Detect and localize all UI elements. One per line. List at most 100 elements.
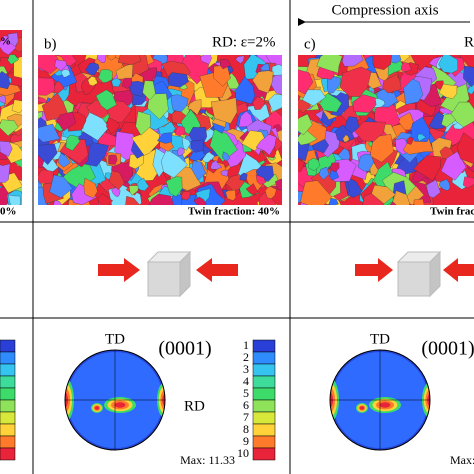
intensity-contour [359, 406, 365, 410]
colorbar-cell [0, 435, 16, 449]
grain [38, 123, 61, 143]
grain [252, 96, 266, 110]
grain [142, 80, 156, 101]
colorbar-label: 10 [237, 446, 249, 460]
grain [0, 94, 6, 105]
label-bg [40, 34, 62, 54]
grain [38, 77, 56, 96]
grain [111, 78, 122, 87]
grain [191, 160, 206, 181]
grain [96, 55, 107, 63]
grain [87, 76, 98, 87]
grain [220, 169, 229, 177]
grain [38, 55, 62, 74]
grain [125, 196, 140, 205]
grain [370, 134, 394, 163]
colorbar-label: 9 [243, 434, 249, 448]
grain [0, 119, 19, 137]
grain [170, 94, 189, 112]
grain [135, 177, 150, 191]
grain [135, 111, 151, 136]
grain [403, 78, 424, 105]
grain [7, 54, 20, 65]
grain [95, 89, 117, 111]
label-bg [460, 33, 474, 53]
colorbar-cell [252, 375, 276, 389]
rd-label: RD [184, 398, 205, 414]
grain [342, 134, 350, 143]
grain [316, 55, 343, 74]
colorbar-label: 5 [243, 386, 249, 400]
grain [417, 133, 427, 142]
colorbar-cell [252, 387, 276, 401]
grain [339, 66, 372, 97]
grain [431, 137, 453, 159]
grain [298, 69, 314, 95]
grain [210, 160, 223, 170]
colorbar-label: 3 [243, 362, 249, 376]
grain [268, 93, 282, 112]
grain [220, 59, 231, 70]
grain [433, 80, 445, 90]
grain [0, 140, 13, 157]
compression-sketch [98, 250, 474, 298]
grain [326, 76, 341, 94]
grain [456, 132, 474, 164]
colorbar-label: 4 [243, 374, 249, 388]
grain [398, 112, 414, 131]
td-label: TD [105, 331, 125, 347]
intensity-contour [160, 389, 165, 411]
colorbar-label: 1 [243, 338, 249, 352]
grain [449, 101, 474, 128]
grain [307, 157, 321, 172]
grain [298, 113, 313, 136]
grain [53, 200, 63, 205]
colorbar-label: 8 [243, 422, 249, 436]
grain [441, 113, 457, 128]
grain [413, 198, 425, 205]
label-bg [205, 33, 283, 53]
max-label: Max: 1 [450, 453, 474, 467]
grain [168, 72, 189, 88]
grain [438, 55, 458, 74]
grain [147, 93, 169, 120]
twin-fraction: Twin frac [430, 206, 474, 218]
label-bg [300, 34, 322, 54]
grain [463, 65, 474, 88]
grain [225, 189, 236, 201]
intensity-contour [114, 402, 126, 408]
grain [302, 89, 326, 107]
grain [440, 151, 467, 181]
grain [108, 154, 118, 165]
grain [245, 183, 259, 196]
grain [0, 163, 11, 183]
td-label: TD [370, 331, 390, 347]
grain [372, 55, 392, 70]
colorbar-label: 7 [243, 410, 249, 424]
twin-fraction: Twin fraction: 40% [188, 206, 280, 218]
grain [352, 94, 377, 113]
intensity-contour [379, 402, 391, 408]
grain [318, 166, 330, 181]
grain [439, 179, 451, 191]
colorbar-cell [252, 423, 276, 437]
plane-label: (0001) [421, 338, 474, 360]
panel-a-text: 0% [0, 206, 17, 218]
colorbar-cell [252, 411, 276, 425]
grain [406, 136, 414, 145]
grain [165, 176, 183, 197]
grain [0, 71, 11, 90]
strain-label: R [464, 34, 474, 50]
grain [181, 190, 191, 201]
intensity-contour [65, 387, 71, 413]
panel-label: b) [44, 36, 57, 52]
grain [238, 110, 253, 128]
grain [382, 73, 402, 94]
panel-a-text: % [0, 36, 11, 48]
grain [438, 83, 458, 100]
grain [413, 155, 442, 182]
grain [131, 125, 160, 156]
colorbar-cell [0, 387, 16, 401]
grain [255, 134, 277, 156]
